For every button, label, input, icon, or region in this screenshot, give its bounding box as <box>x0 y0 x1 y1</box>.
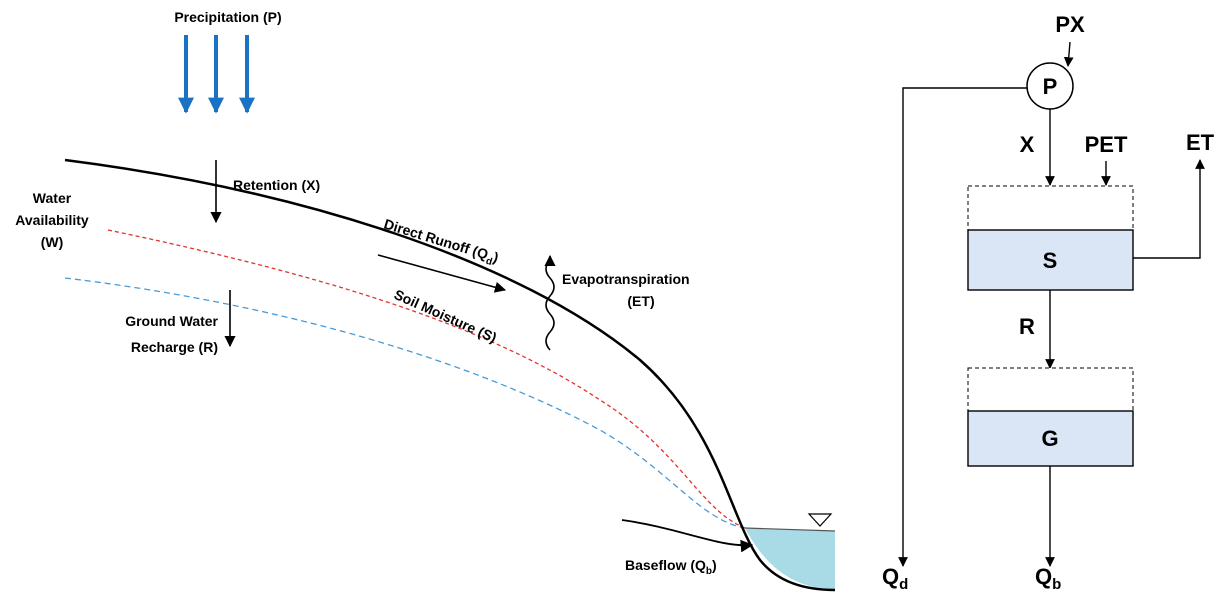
baseflow-arrow <box>622 520 752 545</box>
retention-flow-label: X <box>1020 132 1035 157</box>
precipitation-label: Precipitation (P) <box>174 9 281 25</box>
soil-moisture-label: Soil Moisture (S) <box>392 286 499 346</box>
water-level-symbol <box>809 514 831 526</box>
retention-label: Retention (X) <box>233 177 320 193</box>
recharge-flow-label: R <box>1019 314 1035 339</box>
evapotranspiration-label: Evapotranspiration <box>562 271 690 287</box>
input-arrow <box>1068 42 1070 66</box>
evapotranspiration-label: (ET) <box>627 293 654 309</box>
model-schematic: PX P Qd X PET S ET R G Qb <box>882 12 1215 593</box>
base-flow-label: Qb <box>1035 564 1061 593</box>
recharge-label: Ground Water <box>125 313 218 329</box>
direct-flow-label: Qd <box>882 564 908 593</box>
diagram: Precipitation (P) Retention (X) Water Av… <box>0 0 1224 593</box>
soil-capacity-box <box>968 186 1133 230</box>
node-label: P <box>1043 74 1058 99</box>
water-availability-label: Availability <box>15 212 89 228</box>
evapotranspiration-arrow <box>546 256 554 350</box>
water-availability-label: Water <box>33 190 72 206</box>
input-label: PX <box>1055 12 1085 37</box>
ground-store-label: G <box>1041 426 1058 451</box>
ground-capacity-box <box>968 368 1133 411</box>
baseflow-label: Baseflow (Qb) <box>625 557 717 577</box>
recharge-label: Recharge (R) <box>131 339 218 355</box>
hillslope-scene: Precipitation (P) Retention (X) Water Av… <box>15 9 835 590</box>
et-label: ET <box>1186 130 1215 155</box>
ground-surface <box>65 160 835 590</box>
pet-label: PET <box>1085 132 1128 157</box>
water-availability-label: (W) <box>41 234 64 250</box>
soil-store-label: S <box>1043 248 1058 273</box>
et-flow <box>1133 160 1200 258</box>
direct-flow-line <box>903 88 1027 566</box>
